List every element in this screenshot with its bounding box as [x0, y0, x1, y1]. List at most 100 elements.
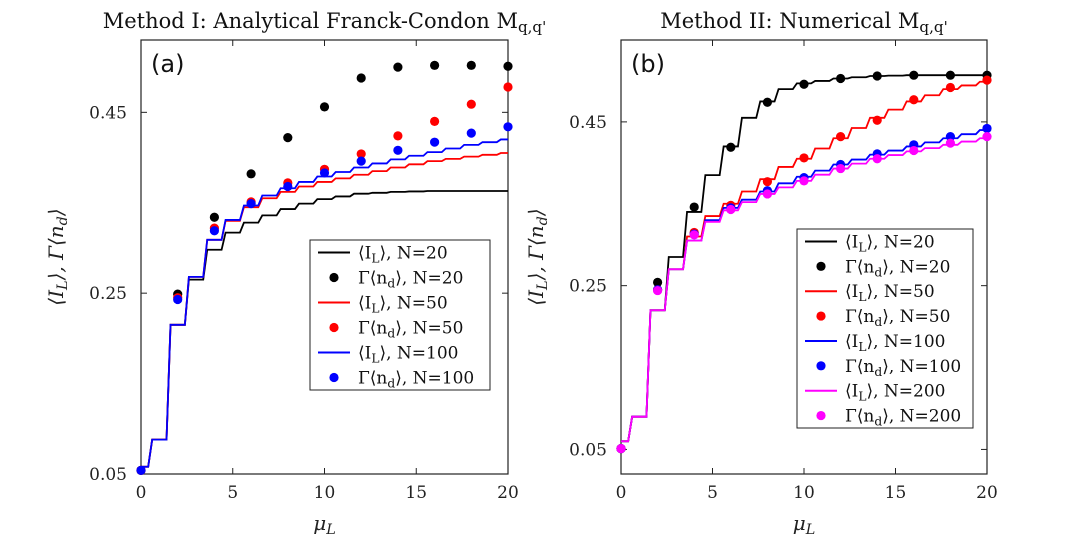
data-point: [982, 123, 992, 134]
data-point: [466, 128, 476, 138]
legend-entry: ⟨IL⟩, N=100: [358, 344, 459, 366]
data-point: [945, 132, 956, 142]
legend-entry: Γ⟨nd⟩, N=20: [358, 269, 463, 291]
data-point: [909, 70, 919, 80]
data-point: [209, 212, 219, 222]
data-point: [503, 122, 513, 132]
x-axis-label: μL​: [313, 511, 336, 538]
legend-entry: Γ⟨nd⟩, N=50: [845, 307, 950, 329]
data-point: [319, 102, 330, 112]
legend-entry: ⟨IL⟩, N=100: [845, 332, 946, 354]
data-point: [872, 71, 882, 81]
legend-entry: Γ⟨nd⟩, N=100: [358, 369, 474, 391]
x-tick-label: 5: [707, 483, 718, 503]
panel-a: Method I: Analytical Franck-Condon Mq,q'…: [44, 9, 546, 538]
legend-entry: Γ⟨nd⟩, N=50: [358, 319, 463, 341]
data-point: [982, 132, 992, 142]
legend-entry: Γ⟨nd⟩, N=100: [845, 357, 961, 379]
data-point: [466, 99, 476, 109]
data-point: [283, 181, 293, 192]
legend-entry: ⟨IL⟩, N=50: [358, 294, 448, 316]
legend-box: [796, 228, 974, 429]
x-tick-label: 5: [227, 483, 238, 503]
legend-dot-swatch: [816, 410, 826, 421]
data-point: [430, 137, 440, 147]
x-tick-label: 15: [885, 483, 907, 503]
y-tick-label: 0.25: [89, 284, 127, 304]
data-point: [246, 169, 256, 179]
data-point: [689, 202, 699, 212]
data-point: [466, 60, 476, 70]
legend-dot-swatch: [816, 311, 826, 321]
y-tick-label: 0.05: [569, 440, 607, 460]
data-point: [430, 60, 440, 70]
y-tick-label: 0.45: [569, 113, 607, 133]
data-point: [726, 204, 736, 215]
data-point: [393, 62, 403, 72]
data-point: [319, 168, 330, 178]
y-axis-label: ⟨IL⟩, Γ⟨nd⟩: [44, 208, 71, 305]
x-tick-label: 0: [616, 483, 627, 503]
legend-entry: ⟨IL⟩, N=20: [358, 244, 448, 266]
legend-entry: ⟨IL⟩, N=20: [845, 232, 935, 254]
data-point: [836, 163, 846, 174]
y-tick-label: 0.25: [569, 277, 607, 297]
data-point: [616, 444, 626, 454]
chart-title: Method I: Analytical Franck-Condon Mq,q'…: [103, 9, 547, 36]
data-point: [762, 189, 773, 199]
data-point: [836, 73, 846, 84]
chart-title: Method II: Numerical Mq,q'​: [660, 9, 947, 36]
data-point: [872, 154, 882, 164]
data-point: [799, 153, 809, 163]
x-tick-label: 20: [976, 483, 998, 503]
legend-entry: ⟨IL⟩, N=200: [845, 382, 946, 404]
legend-entry: Γ⟨nd⟩, N=20: [845, 257, 950, 279]
data-point: [246, 199, 256, 209]
data-point: [393, 131, 403, 141]
data-point: [762, 177, 773, 187]
data-point: [653, 285, 663, 296]
data-point: [503, 82, 513, 92]
data-point: [945, 138, 956, 148]
data-point: [173, 294, 183, 305]
x-tick-label: 10: [793, 483, 815, 503]
data-point: [283, 133, 293, 143]
y-tick-label: 0.45: [89, 103, 127, 123]
legend-dot-swatch: [816, 261, 826, 271]
data-point: [689, 230, 699, 240]
legend-entry: ⟨IL⟩, N=50: [845, 282, 935, 304]
x-tick-label: 20: [497, 483, 519, 503]
y-tick-label: 0.05: [89, 465, 127, 485]
legend-dot-swatch: [816, 361, 826, 371]
data-point: [653, 277, 663, 287]
y-axis-label: ⟨IL⟩, Γ⟨nd⟩: [524, 208, 551, 305]
legend-dot-swatch: [329, 322, 339, 333]
data-point: [356, 156, 366, 166]
data-point: [872, 115, 882, 125]
data-point: [799, 176, 809, 186]
data-point: [726, 142, 736, 152]
data-point: [945, 82, 956, 93]
series-line: [141, 190, 508, 468]
x-tick-label: 15: [405, 483, 427, 503]
legend-box: [309, 239, 491, 391]
data-point: [356, 149, 366, 159]
panel-b: Method II: Numerical Mq,q'​ 0 5 10 15 20 0.05 0…: [524, 9, 998, 538]
legend-dot-swatch: [329, 272, 339, 283]
data-point: [945, 70, 956, 80]
x-tick-label: 0: [136, 483, 147, 503]
data-point: [209, 226, 219, 236]
data-point: [909, 145, 919, 156]
legend-dot-swatch: [329, 372, 339, 383]
data-point: [799, 79, 809, 89]
panel-label: (a): [151, 50, 184, 78]
data-point: [356, 73, 366, 83]
data-point: [393, 145, 403, 155]
data-point: [430, 116, 440, 126]
x-tick-label: 10: [314, 483, 336, 503]
data-point: [909, 95, 919, 105]
legend-entry: Γ⟨nd⟩, N=200: [845, 407, 961, 429]
data-point: [503, 61, 513, 71]
data-point: [836, 132, 846, 142]
